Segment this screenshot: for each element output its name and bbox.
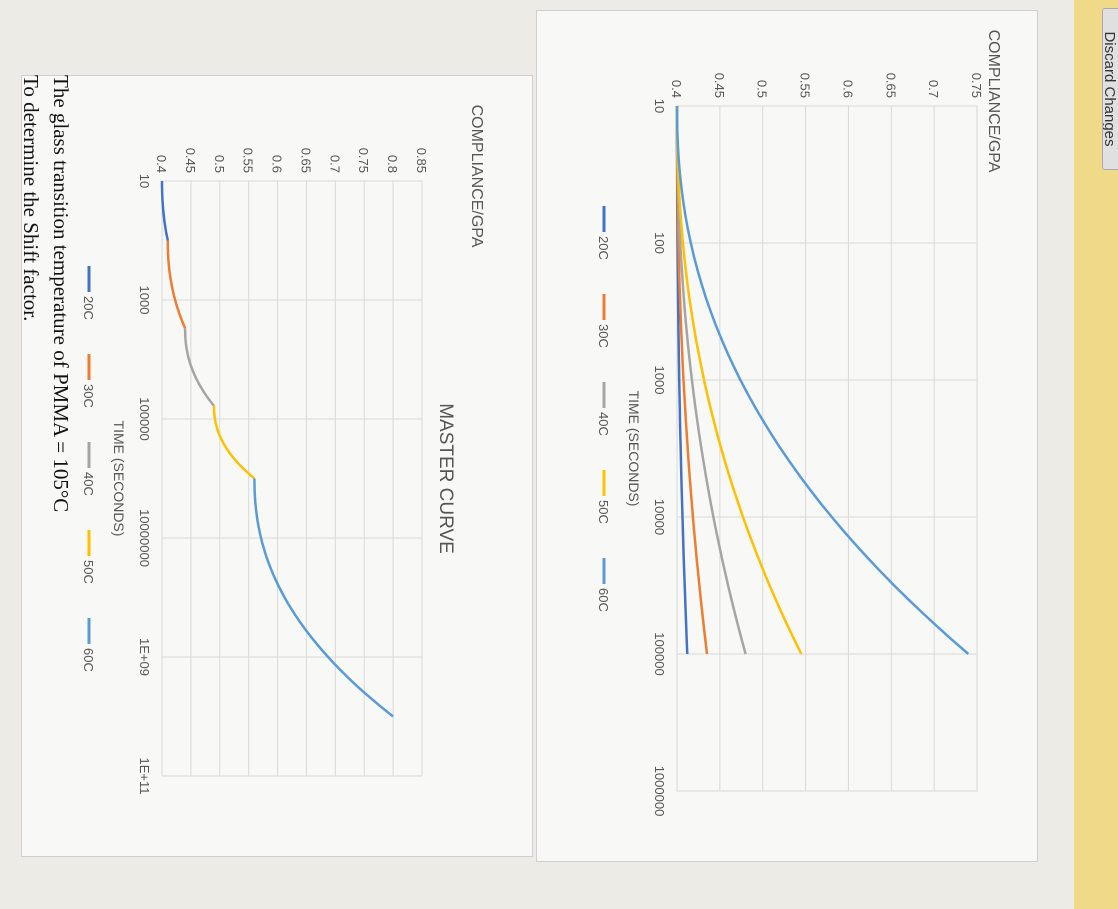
y-tick-label: 0.45 xyxy=(183,148,198,173)
series-line-60C xyxy=(253,478,394,718)
x-tick-label: 10 xyxy=(137,174,152,188)
x-axis-label: TIME (SECONDS) xyxy=(626,391,642,507)
x-tick-label: 1000000 xyxy=(652,766,667,817)
temperature-curves-chart: COMPLIANCE/GPA 10 100 1000 10000 100000 100000… xyxy=(596,30,1002,817)
discard-changes-button[interactable]: Discard Changes xyxy=(1102,8,1118,170)
chart-title: MASTER CURVE xyxy=(435,403,456,554)
legend-label: 60C xyxy=(81,648,96,672)
text-line-2: To determine the Shift factor. xyxy=(19,75,43,322)
series-line-20C xyxy=(160,181,170,241)
x-tick-label: 10000 xyxy=(652,499,667,535)
y-tick-label: 0.4 xyxy=(669,80,684,98)
series-line-40C xyxy=(183,328,215,407)
series-line-50C xyxy=(675,106,803,655)
x-tick-label: 1000 xyxy=(137,286,152,315)
y-axis-label: COMPLIANCE/GPA xyxy=(468,105,485,248)
x-tick-label: 1E+09 xyxy=(137,638,152,676)
y-axis-label: COMPLIANCE/GPA xyxy=(985,30,1002,173)
text-line-1: The glass transition temperature of PMMA… xyxy=(49,75,73,513)
x-tick-label: 1E+11 xyxy=(137,758,152,795)
series-line-50C xyxy=(212,405,256,480)
legend-label: 50C xyxy=(596,500,611,524)
y-tick-label: 0.5 xyxy=(212,155,227,173)
legend-label: 20C xyxy=(81,296,96,320)
legend-label: 30C xyxy=(596,324,611,348)
legend-label: 60C xyxy=(596,588,611,612)
y-tick-label: 0.45 xyxy=(712,73,727,98)
legend-label: 40C xyxy=(81,472,96,496)
y-tick-label: 0.5 xyxy=(755,80,770,98)
y-tick-label: 0.75 xyxy=(356,148,371,173)
x-tick-label: 10 xyxy=(652,99,667,113)
y-tick-label: 0.4 xyxy=(154,155,169,173)
x-tick-label: 100 xyxy=(652,232,667,254)
legend-label: 30C xyxy=(81,384,96,408)
legend-label: 40C xyxy=(596,412,611,436)
y-tick-label: 0.7 xyxy=(926,80,941,98)
legend-label: 50C xyxy=(81,560,96,584)
series-line-30C xyxy=(166,240,187,329)
plot-area xyxy=(161,180,423,777)
chart-panel-2: MASTER CURVE COMPLIANCE/GPA 10 1000 100000 10… xyxy=(21,75,533,857)
y-tick-label: 0.7 xyxy=(327,155,342,173)
master-curve-chart: MASTER CURVE COMPLIANCE/GPA 10 1000 100000 10… xyxy=(81,105,485,795)
top-toolbar: Discard Changes xyxy=(1074,0,1118,909)
y-tick-label: 0.55 xyxy=(798,73,813,98)
y-tick-label: 0.6 xyxy=(270,155,285,173)
y-tick-label: 0.65 xyxy=(298,148,313,173)
x-tick-label: 100000 xyxy=(652,632,667,675)
legend-label: 20C xyxy=(596,236,611,260)
y-tick-label: 0.75 xyxy=(969,73,984,98)
y-tick-label: 0.65 xyxy=(883,73,898,98)
x-tick-label: 100000 xyxy=(137,397,152,440)
series-line-60C xyxy=(675,105,970,655)
y-tick-label: 0.6 xyxy=(840,80,855,98)
y-tick-label: 0.85 xyxy=(414,148,429,173)
y-tick-label: 0.55 xyxy=(241,148,256,173)
x-tick-label: 10000000 xyxy=(137,509,152,567)
x-tick-label: 1000 xyxy=(652,366,667,395)
x-axis-label: TIME (SECONDS) xyxy=(111,421,127,537)
y-tick-label: 0.8 xyxy=(385,155,400,173)
chart-panel-1: COMPLIANCE/GPA 10 100 1000 10000 100000 100000… xyxy=(536,10,1038,862)
